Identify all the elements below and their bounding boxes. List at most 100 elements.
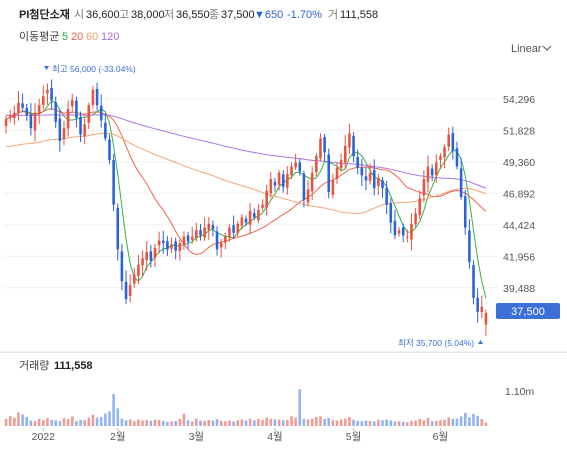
ma-legend[interactable]: 이동평균 5 20 60 120 [19, 30, 119, 43]
volume-bar [42, 419, 45, 426]
volume-bar [426, 418, 430, 426]
volume-bar [265, 417, 268, 426]
candle-body [174, 241, 177, 251]
candle-body [170, 244, 173, 249]
candle-body [83, 124, 86, 136]
change-value: ▼650 [254, 9, 283, 21]
candle-body [447, 134, 450, 147]
candle-body [277, 172, 281, 185]
candle-body [463, 196, 467, 228]
candle-body [232, 225, 235, 233]
volume-bar [372, 421, 376, 426]
volume-bar [95, 417, 99, 426]
ma-120-line [6, 114, 487, 189]
volume-bar [298, 389, 302, 426]
volume-bar [281, 420, 285, 426]
pane-divider-line [0, 352, 567, 353]
candle-body [50, 87, 53, 101]
candle-body [95, 88, 99, 106]
ma-120-label[interactable]: 120 [101, 31, 119, 43]
candle-body [211, 225, 215, 229]
volume-bar [339, 419, 343, 426]
candle-body [269, 179, 273, 194]
candle-body [219, 242, 223, 248]
volume-title-value: 111,558 [54, 360, 93, 372]
candle-body [393, 220, 397, 236]
high-label: 고 [119, 9, 129, 21]
min-annotation-text: 최저 35,700 (5.04%) [398, 338, 474, 348]
candle-body [286, 174, 289, 188]
candle-body [294, 162, 297, 168]
volume-bar [141, 420, 144, 426]
candle-body [62, 128, 66, 139]
volume-bar [25, 417, 29, 426]
candle-body [161, 240, 165, 243]
candle-body [343, 146, 347, 163]
candle-body [348, 133, 351, 148]
candle-body [186, 235, 190, 242]
date-tick-label: 6월 [433, 431, 449, 443]
quote-header: PI첨단소재 시 36,600 고 38,000 저 36,550 종 37,5… [19, 7, 378, 21]
candle-body [87, 105, 91, 123]
volume-bar [368, 420, 372, 426]
candle-body [207, 223, 211, 231]
candle-body [356, 157, 359, 168]
candle-body [381, 180, 384, 189]
volume-bars [4, 389, 488, 426]
volume-bar [430, 421, 434, 426]
volume-bar [406, 422, 409, 426]
volume-bar [377, 419, 380, 426]
candle-body [323, 137, 326, 153]
candle-body [91, 89, 95, 105]
candle-body [145, 251, 149, 261]
candle-body [339, 160, 343, 169]
candle-body [435, 162, 438, 176]
candle-body [128, 285, 132, 296]
price-tick-label: 39,488 [503, 283, 535, 295]
triangle-down-icon [44, 66, 49, 70]
volume-bar [364, 420, 368, 426]
candle-body [327, 154, 331, 192]
candle-body [406, 236, 409, 238]
price-axis: 54,296 51,828 49,360 46,892 44,424 41,956 39,4… [503, 94, 535, 398]
volume-bar [315, 417, 318, 426]
volume-bar [451, 418, 455, 426]
candle-body [157, 240, 161, 246]
candle-body [182, 236, 186, 245]
ma-5-label[interactable]: 5 [62, 31, 68, 43]
ma-60-label[interactable]: 60 [86, 31, 98, 43]
open-label: 시 [74, 9, 84, 21]
candle-body [248, 211, 252, 225]
volume-bar [137, 419, 140, 426]
price-tick-label: 49,360 [503, 157, 535, 169]
volume-bar [327, 418, 331, 426]
candle-body [364, 176, 368, 181]
chevron-down-icon[interactable] [542, 45, 552, 51]
scale-dropdown[interactable]: Linear [511, 43, 552, 55]
volume-tick-label: 1.10m [505, 386, 534, 398]
candle-body [13, 112, 16, 119]
candle-body [401, 227, 405, 236]
volume-bar [70, 416, 74, 426]
volume-bar [120, 418, 124, 426]
volume-bar [343, 418, 347, 426]
volume-bar [360, 421, 364, 426]
volume-bar [46, 418, 49, 426]
volume-bar [116, 408, 120, 426]
volume-bar [174, 420, 177, 426]
volume-bar [170, 421, 173, 426]
candle-body [195, 230, 198, 238]
price-badge-background [496, 303, 560, 319]
candle-body [199, 230, 202, 236]
volume-bar [190, 421, 194, 426]
volume-bar [186, 420, 190, 426]
candle-body [252, 213, 256, 218]
candle-body [377, 177, 380, 187]
volume-bar [219, 420, 223, 426]
triangle-up-icon [478, 340, 483, 344]
volume-bar [83, 420, 86, 426]
ma-20-label[interactable]: 20 [71, 31, 83, 43]
scale-label[interactable]: Linear [511, 43, 542, 55]
volume-bar [352, 419, 355, 426]
